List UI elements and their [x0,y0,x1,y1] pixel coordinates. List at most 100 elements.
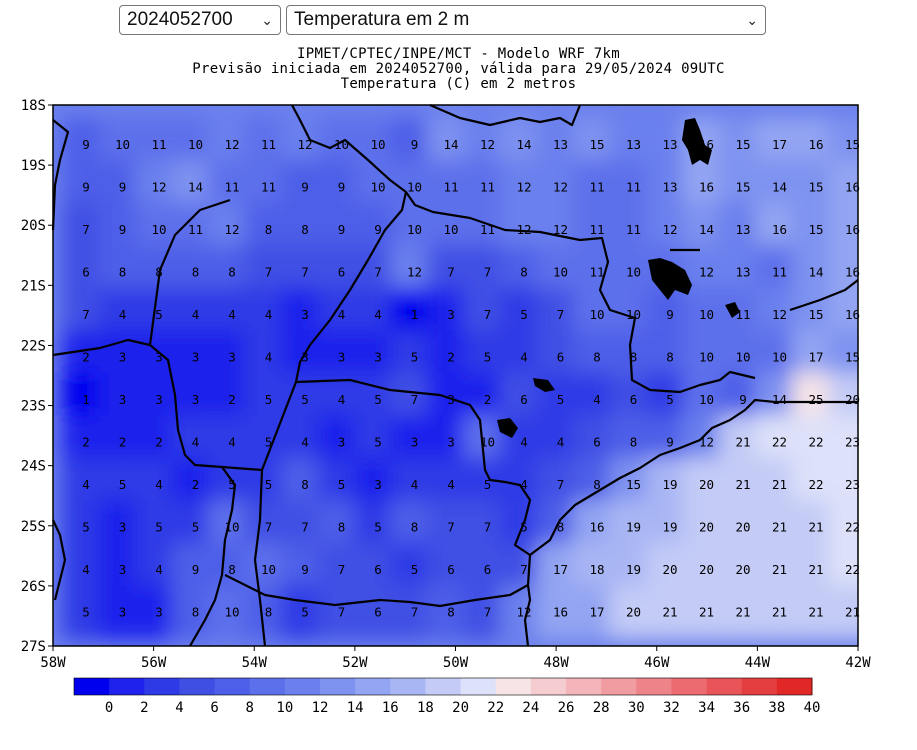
colorbar-swatch [109,678,145,695]
temperature-value: 10 [626,265,641,280]
temperature-value: 15 [845,137,860,152]
temperature-value: 5 [374,392,382,407]
temperature-value: 10 [662,265,677,280]
temperature-value: 11 [772,265,787,280]
temperature-value: 16 [808,137,823,152]
temperature-value: 5 [374,520,382,535]
temperature-value: 4 [265,350,273,365]
temperature-value: 3 [447,307,455,322]
temperature-value: 5 [411,562,419,577]
temperature-value: 4 [520,435,528,450]
temperature-value: 11 [261,137,276,152]
colorbar-label: 10 [276,700,293,716]
temperature-value: 4 [520,477,528,492]
temperature-value: 11 [261,180,276,195]
colorbar-swatch [495,678,532,695]
colorbar-label: 0 [105,700,113,716]
temperature-value: 3 [119,520,127,535]
lat-label: 26S [21,579,46,595]
temperature-value: 4 [119,307,127,322]
temperature-value: 22 [772,435,787,450]
lat-label: 27S [21,639,46,655]
temperature-value: 8 [338,520,346,535]
lon-label: 42W [845,655,871,671]
temperature-value: 21 [772,477,787,492]
temperature-value: 4 [374,307,382,322]
temperature-value: 11 [224,180,239,195]
colorbar-label: 18 [417,700,434,716]
temperature-value: 20 [845,392,860,407]
temperature-value: 4 [192,307,200,322]
temperature-value: 20 [699,562,714,577]
temperature-value: 8 [192,605,200,620]
temperature-value: 16 [589,520,604,535]
temperature-value: 3 [374,477,382,492]
temperature-value: 4 [338,392,346,407]
temperature-value: 15 [735,180,750,195]
colorbar-label: 38 [768,700,785,716]
temperature-value: 6 [484,562,492,577]
temperature-value: 21 [808,520,823,535]
temperature-value: 11 [735,307,750,322]
temperature-value: 11 [188,222,203,237]
temperature-value: 2 [119,435,127,450]
temperature-value: 17 [553,562,568,577]
temperature-value: 11 [589,222,604,237]
temperature-value: 13 [662,137,677,152]
temperature-value: 4 [557,435,565,450]
temperature-value: 9 [411,137,419,152]
temperature-value: 16 [845,180,860,195]
temperature-value: 2 [82,435,90,450]
temperature-value: 7 [520,562,528,577]
temperature-value: 15 [626,477,641,492]
temperature-value: 3 [119,562,127,577]
temperature-value: 6 [338,265,346,280]
temperature-value: 22 [808,435,823,450]
temperature-value: 22 [808,477,823,492]
temperature-value: 7 [447,265,455,280]
temperature-value: 15 [735,137,750,152]
temperature-value: 5 [484,350,492,365]
lat-label: 24S [21,459,46,475]
temperature-value: 5 [155,520,163,535]
colorbar-swatch [530,678,567,695]
temperature-value: 9 [338,180,346,195]
temperature-value: 3 [119,605,127,620]
temperature-value: 12 [407,265,422,280]
colorbar-swatch [425,678,462,695]
temperature-value: 3 [192,392,200,407]
temperature-value: 10 [407,222,422,237]
temperature-value: 5 [265,435,273,450]
colorbar-swatch [320,678,356,695]
lat-label: 19S [21,158,46,174]
temperature-value: 5 [192,520,200,535]
temperature-value: 19 [662,477,677,492]
temperature-value: 4 [155,562,163,577]
date-select[interactable]: 2024052700 ⌄ [119,5,281,35]
temperature-value: 9 [338,222,346,237]
temperature-value: 10 [370,137,385,152]
lon-label: 56W [141,655,167,671]
temperature-value: 14 [808,265,823,280]
temperature-value: 3 [447,435,455,450]
temperature-value: 9 [666,307,674,322]
temperature-value: 9 [82,180,90,195]
temperature-value: 8 [228,562,236,577]
temperature-value: 6 [593,435,601,450]
temperature-value: 7 [82,222,90,237]
temperature-value: 10 [480,435,495,450]
temperature-value: 6 [447,562,455,577]
colorbar-swatch [636,678,672,695]
variable-select[interactable]: Temperatura em 2 m ⌄ [286,5,766,35]
temperature-value: 21 [735,605,750,620]
temperature-value: 7 [265,265,273,280]
colorbar-label: 4 [175,700,183,716]
temperature-value: 19 [662,520,677,535]
temperature-value: 21 [662,605,677,620]
temperature-value: 9 [119,222,127,237]
temperature-value: 12 [553,180,568,195]
temperature-value: 4 [338,307,346,322]
temperature-value: 10 [261,562,276,577]
temperature-value: 10 [188,137,203,152]
colorbar-label: 2 [140,700,148,716]
